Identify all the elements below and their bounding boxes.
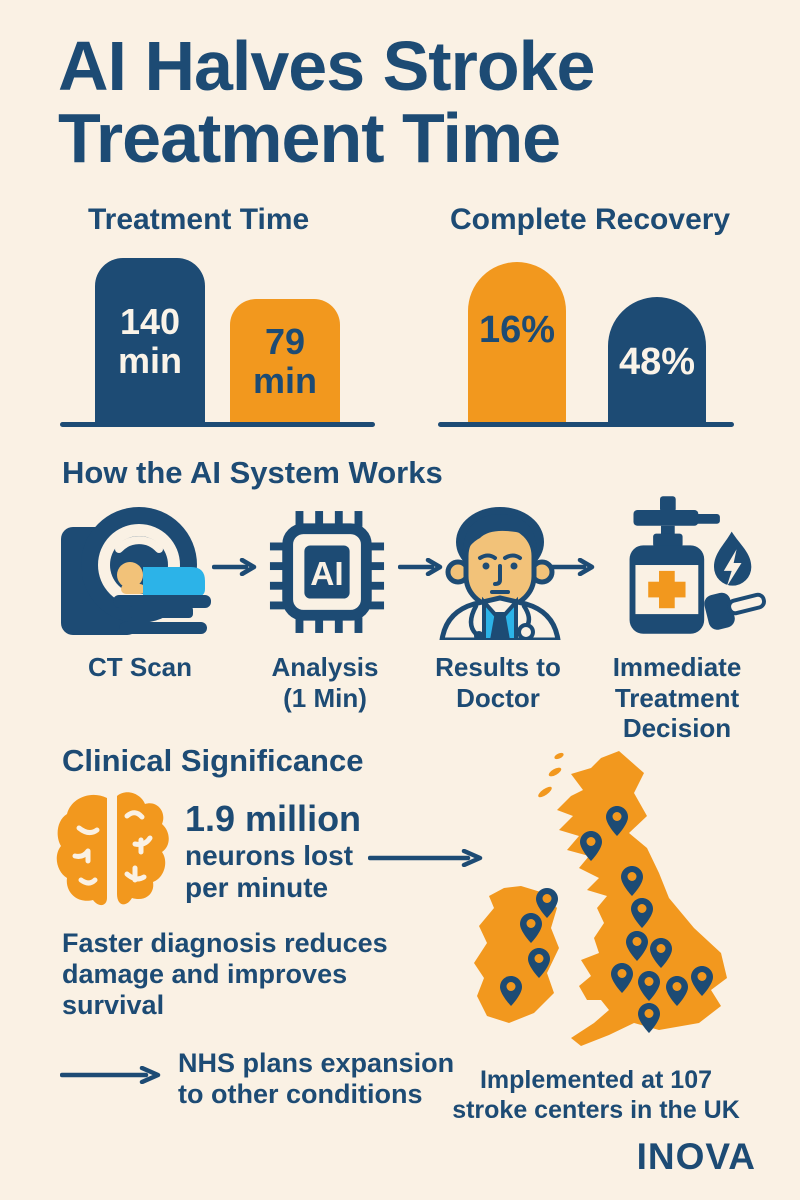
brand-logo: INOVA <box>636 1136 756 1177</box>
chart-baseline <box>60 422 375 427</box>
arrow-right-icon <box>212 558 257 576</box>
chart-baseline <box>438 422 734 427</box>
page-title: AI Halves Stroke Treatment Time <box>58 27 595 178</box>
clinical-section-heading: Clinical Significance <box>62 743 364 778</box>
arrow-right-icon <box>60 1066 161 1084</box>
bar-140-min: 140 min <box>95 258 205 425</box>
doctor-icon <box>439 507 561 640</box>
brain-icon <box>56 792 169 906</box>
treatment-icon <box>629 496 766 634</box>
arrow-right-icon <box>398 558 443 576</box>
stat-caption: neurons lost per minute <box>185 840 354 904</box>
step-label-treatment-decision: Immediate Treatment Decision <box>612 652 742 744</box>
step-label-analysis: Analysis (1 Min) <box>271 652 379 713</box>
bar-16-percent: 16% <box>468 262 566 425</box>
bar-48-percent: 48% <box>608 297 706 425</box>
uk-map <box>474 751 727 1046</box>
process-section-heading: How the AI System Works <box>62 455 443 490</box>
step-label-ct-scan: CT Scan <box>87 652 193 682</box>
ai-chip-icon: AI <box>269 511 385 633</box>
nhs-expansion-note: NHS plans expansion to other conditions <box>178 1048 455 1110</box>
ct-scanner-icon <box>61 507 211 635</box>
arrow-right-icon <box>550 558 595 576</box>
svg-text:AI: AI <box>310 556 343 593</box>
chart-title-treatment-time: Treatment Time <box>88 203 310 236</box>
step-label-results: Results to Doctor <box>435 652 561 713</box>
clinical-body-text: Faster diagnosis reduces damage and impr… <box>62 928 388 1021</box>
stat-value: 1.9 million <box>185 798 362 839</box>
bar-79-min: 79 min <box>230 299 340 425</box>
map-caption: Implemented at 107 stroke centers in the… <box>452 1066 740 1124</box>
arrow-right-icon <box>368 849 483 867</box>
chart-title-complete-recovery: Complete Recovery <box>450 203 731 236</box>
